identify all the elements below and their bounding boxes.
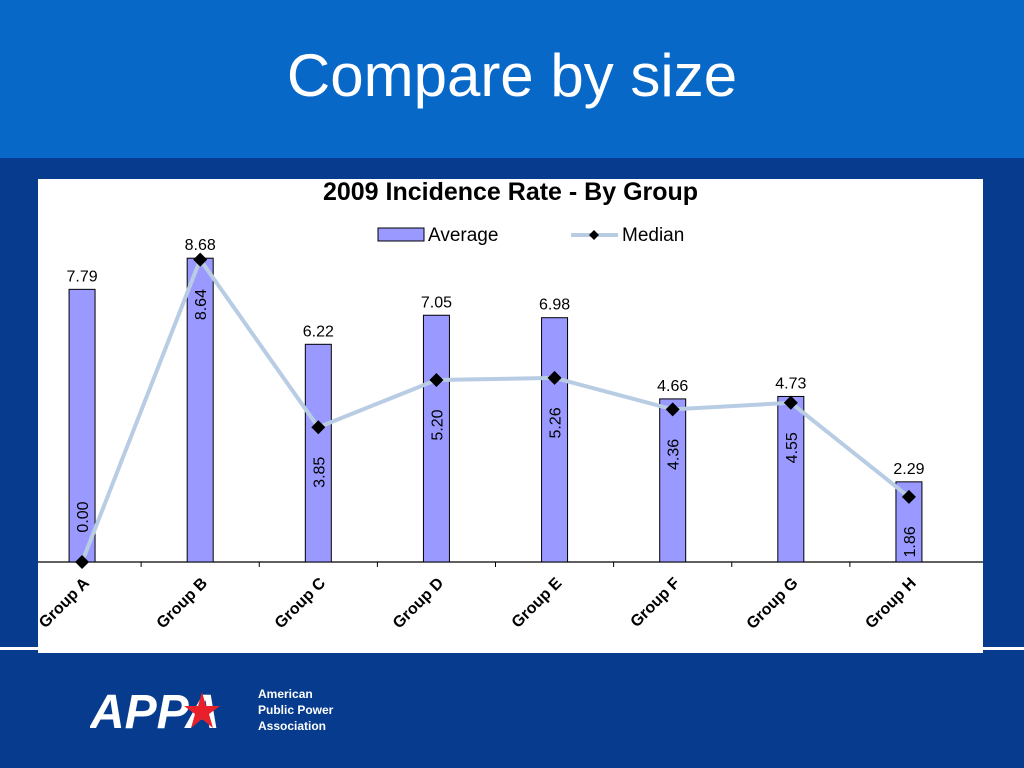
- median-value-label-6: 4.36: [666, 439, 683, 470]
- median-value-label-1: 0.00: [75, 501, 92, 532]
- legend-swatch-average: [377, 227, 425, 242]
- median-marker-8: [901, 489, 916, 504]
- median-marker-1: [75, 555, 90, 569]
- legend-label-average: Average: [428, 225, 498, 246]
- bar-value-label-4: 7.05: [421, 294, 452, 311]
- chart-container: 2009 Incidence Rate - By Group Average Med…: [38, 179, 983, 653]
- median-line: [80, 255, 911, 563]
- legend-label-median: Median: [622, 225, 684, 246]
- category-label-8: Group H: [862, 575, 919, 632]
- median-marker-2: [193, 252, 208, 267]
- bar-average-2: [186, 257, 214, 563]
- bar-average-6: [659, 398, 687, 563]
- bar-value-label-7: 4.73: [775, 375, 806, 392]
- category-label-6: Group F: [627, 575, 683, 631]
- bar-average-4: [422, 314, 450, 563]
- bar-average-3: [304, 343, 332, 563]
- appa-logo: APPA: [90, 686, 220, 736]
- median-value-label-4: 5.20: [429, 409, 446, 440]
- median-marker-6: [665, 402, 680, 417]
- logo-star-icon: [184, 692, 220, 728]
- bar-value-label-5: 6.98: [539, 297, 570, 314]
- bar-average-5: [541, 317, 569, 563]
- median-value-label-5: 5.26: [548, 407, 565, 438]
- median-value-label-2: 8.64: [193, 289, 210, 320]
- median-value-label-3: 3.85: [311, 457, 328, 488]
- bar-value-label-8: 2.29: [893, 461, 924, 478]
- slide-title: Compare by size: [286, 42, 738, 109]
- category-label-7: Group G: [744, 575, 802, 633]
- legend-marker-median: [589, 230, 599, 240]
- chart-svg: 2009 Incidence Rate - By Group Average Med…: [38, 179, 983, 633]
- bar-value-label-3: 6.22: [303, 323, 334, 340]
- median-value-label-7: 4.55: [784, 432, 801, 463]
- bar-average-7: [777, 395, 805, 563]
- median-marker-4: [429, 373, 444, 387]
- bar-value-label-6: 4.66: [657, 378, 688, 395]
- median-marker-3: [311, 420, 326, 435]
- category-label-3: Group C: [272, 574, 330, 632]
- median-marker-5: [547, 370, 562, 385]
- logo-text-line-2: Public Power: [258, 703, 334, 717]
- logo-text-line-1: American: [258, 687, 313, 701]
- category-label-1: Group A: [38, 574, 93, 631]
- median-value-label-8: 1.86: [902, 526, 919, 557]
- header-band: [0, 0, 1024, 158]
- logo-text: American Public Power Association: [258, 686, 333, 734]
- category-label-4: Group D: [390, 575, 447, 632]
- bar-value-label-1: 7.79: [66, 268, 97, 285]
- category-label-5: Group E: [509, 575, 566, 632]
- logo-text-line-3: Association: [258, 719, 327, 733]
- median-marker-7: [783, 395, 798, 410]
- bar-value-label-2: 8.68: [185, 237, 216, 254]
- chart-title: 2009 Incidence Rate - By Group: [323, 179, 698, 206]
- category-label-2: Group B: [154, 575, 211, 632]
